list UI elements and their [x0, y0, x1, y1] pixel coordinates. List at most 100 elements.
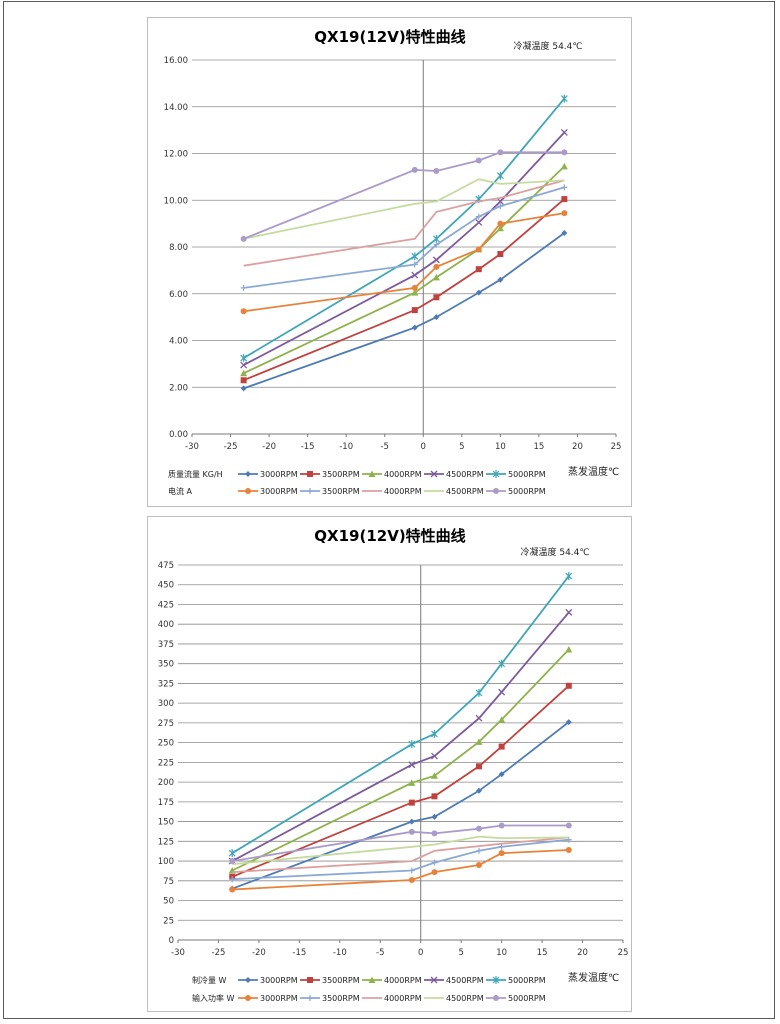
data-point-s9-2	[433, 168, 440, 175]
series-line-1	[243, 198, 565, 382]
data-point-s0-0	[240, 385, 247, 392]
data-point-s4-5	[560, 94, 568, 103]
y-tick-label: 14.00	[164, 103, 188, 113]
legend-marker	[368, 470, 376, 477]
data-point-s5-4	[498, 850, 505, 857]
data-point-s3-3	[475, 714, 483, 722]
data-point-s4-4	[498, 659, 506, 668]
y-tick-label: 250	[158, 739, 174, 749]
y-tick-label: 100	[158, 857, 174, 867]
y-tick-label: 75	[163, 877, 174, 887]
x-tick-label: -15	[301, 442, 315, 452]
data-point-s3-3	[475, 218, 483, 226]
legend-marker	[245, 977, 251, 983]
x-tick-label: 15	[533, 442, 544, 452]
legend-group-label: 质量流量 KG/H	[168, 469, 223, 479]
y-tick-label: 6.00	[169, 290, 188, 300]
x-tick-label: 15	[537, 948, 548, 958]
data-point-s2-2	[432, 273, 440, 281]
y-tick-label: 450	[158, 581, 174, 591]
data-point-s6-0	[229, 876, 236, 883]
x-tick-label: 25	[618, 948, 629, 958]
series-line-7	[232, 836, 569, 873]
data-point-s9-5	[565, 822, 572, 829]
series-line-1	[231, 685, 570, 878]
legend-entry: 3500RPM	[322, 470, 360, 479]
series-line-7	[243, 179, 565, 267]
data-point-s1-4	[498, 743, 505, 750]
data-point-s5-3	[475, 246, 482, 253]
x-tick-label: 10	[495, 442, 506, 452]
legend-marker	[245, 471, 251, 477]
data-point-s9-1	[411, 166, 418, 173]
data-point-s9-2	[431, 830, 438, 837]
data-point-s9-3	[475, 157, 482, 164]
data-point-s0-2	[433, 314, 440, 321]
series-line-2	[243, 165, 565, 375]
legend-group-label: 电流 A	[168, 486, 193, 496]
data-point-s9-5	[561, 149, 568, 156]
data-point-s9-3	[475, 825, 482, 832]
legend-marker	[430, 976, 438, 984]
data-point-s3-1	[411, 271, 419, 279]
data-point-s5-1	[411, 284, 418, 291]
data-point-s3-5	[565, 608, 573, 616]
data-point-s3-2	[432, 256, 440, 264]
data-point-s6-3	[475, 213, 482, 220]
legend-marker	[493, 488, 499, 494]
series-line-3	[243, 131, 565, 366]
y-tick-label: 8.00	[169, 243, 188, 253]
condensing-temp-annotation: 冷凝温度 54.4℃	[520, 546, 589, 558]
data-point-s5-5	[561, 210, 568, 217]
data-point-s6-2	[433, 241, 440, 248]
data-point-s0-1	[411, 324, 418, 331]
data-point-s6-0	[240, 284, 247, 291]
data-point-s0-1	[408, 818, 415, 825]
data-point-s9-0	[229, 858, 236, 865]
legend-entry: 3000RPM	[260, 470, 298, 479]
data-point-s4-0	[240, 354, 248, 363]
data-point-s5-2	[433, 263, 440, 270]
data-point-s6-4	[497, 203, 504, 210]
y-tick-label: 325	[158, 679, 174, 689]
legend-marker	[430, 470, 438, 478]
data-point-s1-2	[433, 294, 440, 301]
data-point-s4-1	[408, 740, 416, 749]
data-point-s0-2	[431, 813, 438, 820]
x-tick-label: -10	[333, 948, 347, 958]
legend-entry: 3500RPM	[322, 487, 360, 496]
legend-entry: 4000RPM	[384, 470, 422, 479]
series-line-2	[231, 648, 570, 872]
data-point-s0-5	[565, 719, 572, 726]
legend-marker	[307, 471, 313, 477]
y-tick-label: 125	[158, 837, 174, 847]
legend-marker	[492, 976, 500, 984]
legend-entry: 4000RPM	[384, 976, 422, 985]
legend-marker	[307, 995, 313, 1001]
x-axis-label: 蒸发温度℃	[568, 971, 619, 984]
data-point-s0-3	[475, 289, 482, 296]
data-point-s4-2	[431, 729, 438, 738]
y-tick-label: 4.00	[169, 337, 188, 347]
data-point-s6-4	[498, 843, 505, 850]
series-line-0	[243, 232, 565, 390]
data-point-s1-5	[565, 682, 572, 689]
data-point-s1-3	[475, 266, 482, 273]
legend-marker	[368, 976, 376, 983]
data-point-s9-4	[498, 822, 505, 829]
data-point-s1-4	[497, 251, 504, 258]
legend-entry: 3000RPM	[260, 487, 298, 496]
data-point-s2-3	[475, 738, 483, 745]
data-point-s2-4	[496, 224, 504, 232]
series-line-6	[232, 838, 569, 881]
x-tick-label: -20	[252, 948, 266, 958]
condensing-temp-annotation: 冷凝温度 54.4℃	[513, 40, 582, 52]
series-line-5	[232, 849, 569, 891]
legend-marker	[307, 488, 313, 494]
series-line-3	[231, 611, 570, 862]
y-tick-label: 225	[158, 758, 174, 768]
legend-entry: 4500RPM	[446, 487, 484, 496]
data-point-s6-1	[408, 867, 415, 874]
data-point-s0-5	[561, 229, 568, 236]
data-point-s4-5	[565, 572, 573, 581]
